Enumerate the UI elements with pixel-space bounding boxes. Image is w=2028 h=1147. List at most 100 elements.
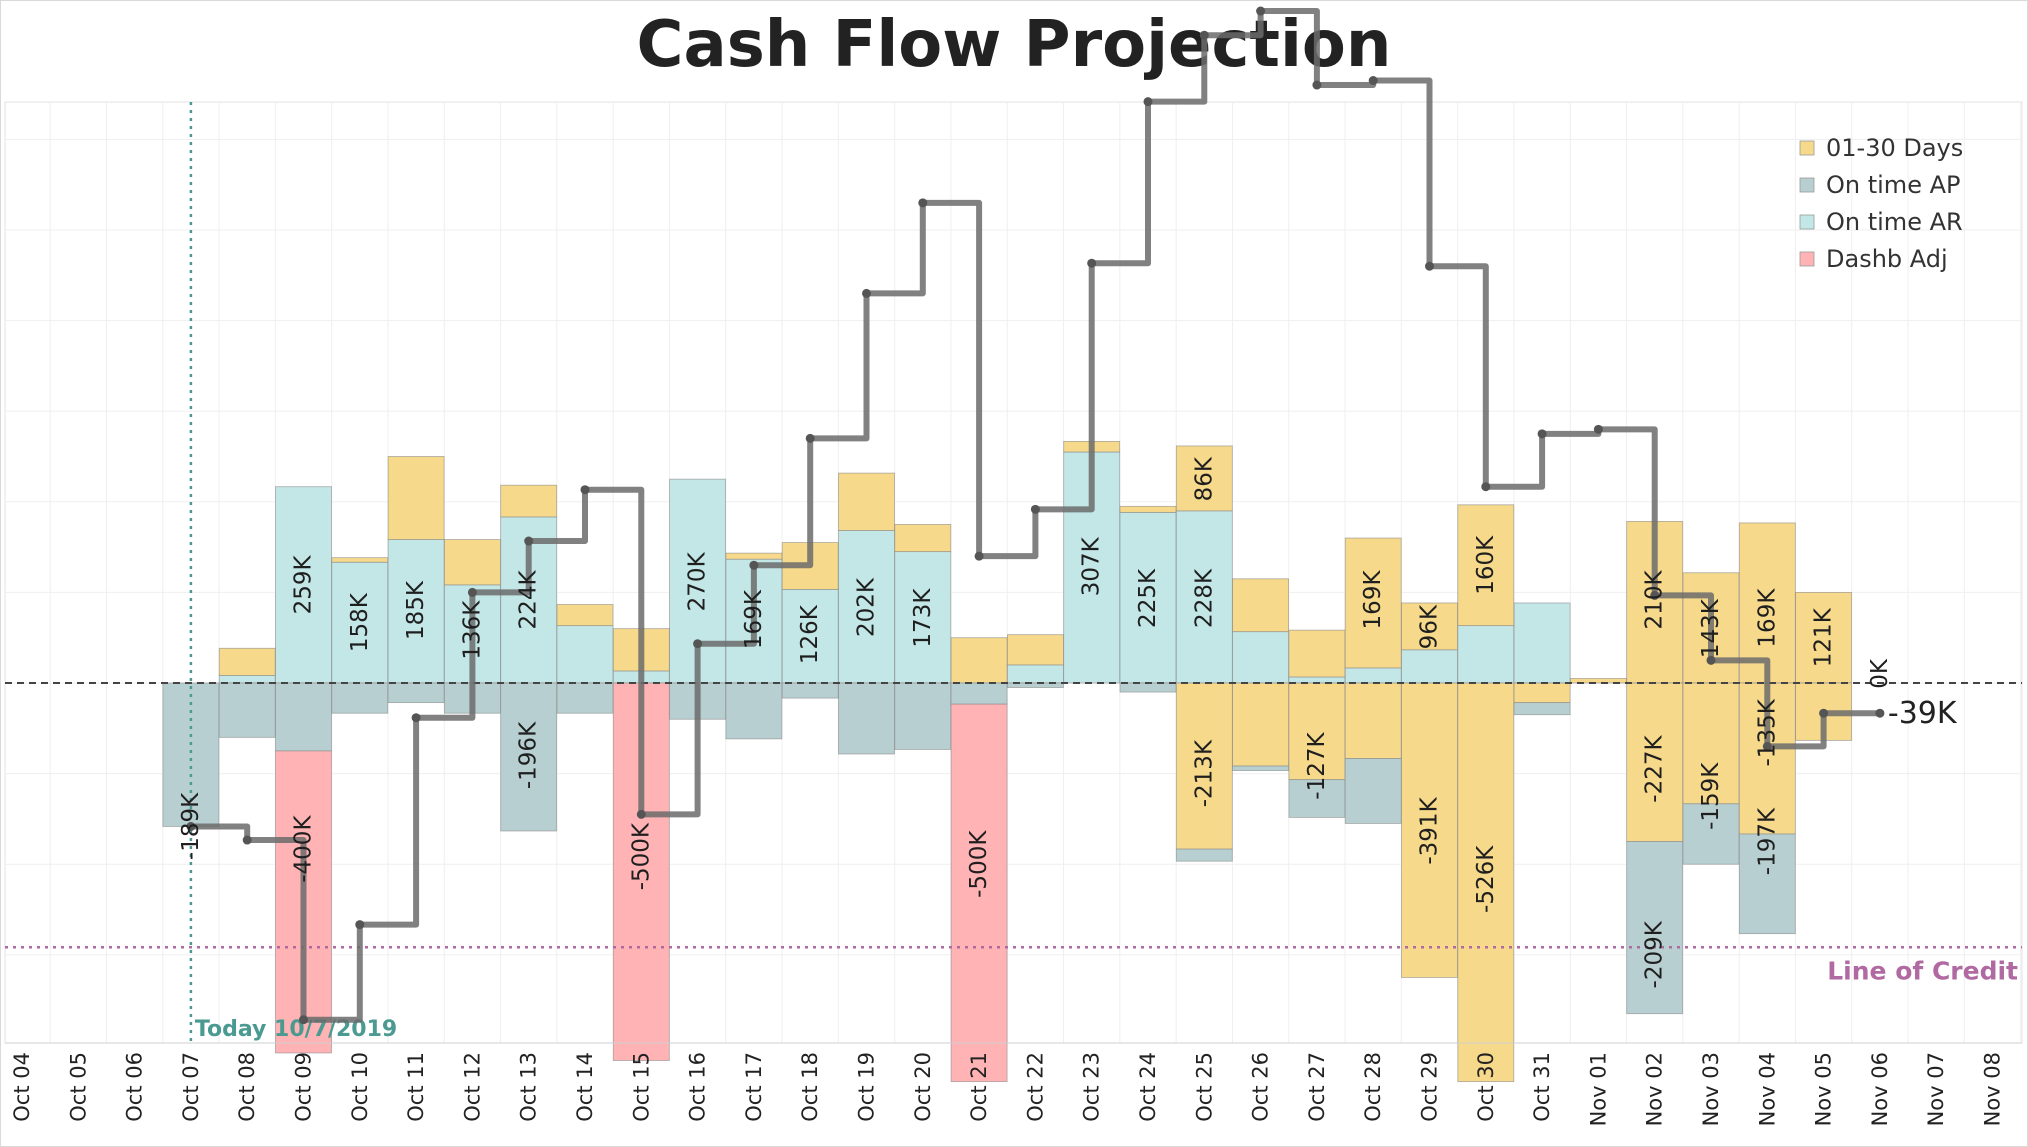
legend-swatch bbox=[1799, 140, 1815, 156]
x-tick-label: Oct 22 bbox=[1023, 1052, 1047, 1122]
bar-on-time-ap bbox=[838, 682, 895, 755]
data-label: -159K bbox=[1698, 762, 1724, 830]
data-label: -127K bbox=[1304, 731, 1330, 799]
x-tick-label: Nov 07 bbox=[1924, 1052, 1948, 1126]
running-balance-point bbox=[749, 560, 759, 570]
bar-01-30-days bbox=[1344, 682, 1402, 759]
bar-on-time-ap bbox=[1232, 765, 1289, 771]
bar-on-time-ap bbox=[1288, 779, 1346, 818]
x-tick-label: Oct 19 bbox=[855, 1052, 879, 1122]
bar-on-time-ap bbox=[1119, 682, 1177, 693]
bar-on-time-ap bbox=[781, 682, 839, 699]
x-tick-label: Oct 15 bbox=[629, 1052, 653, 1122]
x-tick-label: Oct 20 bbox=[911, 1052, 935, 1122]
x-tick-label: Oct 23 bbox=[1080, 1052, 1104, 1122]
data-labels-layer: -189K 259K -400K 158K 185K 136K 224K -196K -500K… bbox=[178, 456, 1893, 988]
data-label: 259K bbox=[291, 554, 317, 614]
x-tick-label: Oct 08 bbox=[235, 1052, 259, 1122]
data-label: 228K bbox=[1191, 568, 1217, 628]
data-label: 307K bbox=[1079, 536, 1105, 596]
running-balance-point bbox=[636, 809, 646, 819]
x-axis: Oct 04 Oct 05 Oct 06 Oct 07 Oct 08 Oct 09 Oct … bbox=[5, 1042, 2022, 1126]
bar-on-time-ap bbox=[1626, 841, 1684, 1015]
running-balance-point bbox=[1312, 80, 1322, 90]
x-tick-label: Oct 16 bbox=[686, 1052, 710, 1122]
x-tick-label: Nov 01 bbox=[1586, 1052, 1610, 1126]
reference-lines-layer: Today 10/7/2019 Line of Credit bbox=[5, 102, 2022, 1043]
data-label: -135K bbox=[1754, 698, 1780, 766]
bar-01-30-days bbox=[1175, 682, 1233, 850]
legend-label: On time AP bbox=[1826, 171, 1960, 199]
bar-01-30-days bbox=[1626, 682, 1684, 842]
data-label: -209K bbox=[1642, 920, 1668, 988]
bar-01-30-days bbox=[556, 604, 614, 627]
data-label: 169K bbox=[1360, 570, 1386, 630]
bar-on-time-ap bbox=[218, 682, 276, 738]
bar-on-time-ap bbox=[275, 682, 332, 752]
running-balance-point bbox=[467, 587, 477, 597]
data-label: 169K bbox=[1754, 588, 1780, 648]
data-label: -196K bbox=[516, 721, 542, 789]
data-label: -227K bbox=[1642, 735, 1668, 803]
running-balance-point bbox=[974, 551, 984, 561]
data-label: -391K bbox=[1417, 796, 1443, 864]
bar-on-time-ar bbox=[838, 530, 895, 684]
running-balance-point bbox=[1593, 424, 1603, 434]
bar-on-time-ar bbox=[1175, 510, 1233, 684]
line-of-credit-label: Line of Credit bbox=[1827, 956, 2018, 985]
bar-on-time-ap bbox=[387, 682, 445, 704]
today-label: Today 10/7/2019 bbox=[195, 1017, 397, 1042]
bar-01-30-days bbox=[331, 557, 389, 563]
bars-layer bbox=[162, 440, 1852, 1083]
bar-01-30-days bbox=[1457, 504, 1515, 627]
x-tick-label: Oct 31 bbox=[1530, 1052, 1554, 1122]
x-tick-label: Oct 27 bbox=[1305, 1052, 1329, 1122]
bar-01-30-days bbox=[1344, 537, 1402, 669]
x-tick-label: Oct 10 bbox=[348, 1052, 372, 1122]
running-balance-point bbox=[1819, 708, 1829, 718]
running-balance-point bbox=[1256, 6, 1266, 16]
bar-on-time-ap bbox=[1007, 682, 1064, 688]
bar-01-30-days bbox=[1007, 634, 1064, 666]
bar-01-30-days bbox=[725, 552, 783, 560]
running-balance-point bbox=[918, 198, 928, 208]
x-tick-label: Oct 25 bbox=[1192, 1052, 1216, 1122]
running-balance-point bbox=[355, 920, 365, 930]
bar-01-30-days bbox=[1288, 682, 1346, 781]
running-balance-point bbox=[1650, 590, 1660, 600]
running-balance-point bbox=[580, 485, 590, 495]
running-balance-point bbox=[242, 835, 252, 845]
running-balance-point bbox=[1087, 258, 1097, 268]
bar-on-time-ar bbox=[781, 588, 839, 684]
bar-on-time-ap bbox=[1344, 758, 1402, 824]
bar-on-time-ar bbox=[1401, 649, 1458, 684]
running-balance-point bbox=[862, 288, 871, 298]
bar-on-time-ap bbox=[950, 682, 1008, 705]
x-tick-label: Oct 17 bbox=[742, 1052, 766, 1122]
data-label: 136K bbox=[459, 600, 485, 660]
bar-on-time-ap bbox=[1513, 702, 1571, 716]
bar-on-time-ar bbox=[331, 561, 389, 684]
x-tick-label: Oct 06 bbox=[123, 1052, 147, 1122]
bar-on-time-ar bbox=[1344, 667, 1402, 684]
bar-01-30-days bbox=[1119, 505, 1177, 513]
data-label: 143K bbox=[1698, 598, 1724, 658]
data-label: 96K bbox=[1417, 604, 1443, 649]
x-tick-label: Oct 24 bbox=[1136, 1052, 1160, 1122]
x-tick-label: Oct 12 bbox=[460, 1052, 484, 1122]
data-label: -500K bbox=[628, 822, 654, 890]
running-balance-point bbox=[1030, 504, 1040, 514]
running-balance-point bbox=[805, 433, 815, 443]
bar-01-30-days bbox=[1795, 592, 1852, 684]
legend-label: Dashb Adj bbox=[1826, 245, 1948, 273]
bar-01-30-days bbox=[1738, 522, 1796, 684]
x-tick-label: Nov 02 bbox=[1643, 1052, 1667, 1126]
bar-01-30-days bbox=[950, 637, 1008, 684]
running-balance-point bbox=[1425, 261, 1434, 271]
bar-on-time-ar bbox=[1457, 625, 1515, 684]
bar-01-30-days bbox=[1232, 578, 1289, 633]
bar-01-30-days bbox=[1288, 629, 1346, 678]
running-balance-point bbox=[1481, 482, 1491, 492]
x-tick-label: Oct 11 bbox=[404, 1052, 428, 1122]
data-label: 224K bbox=[516, 570, 542, 630]
